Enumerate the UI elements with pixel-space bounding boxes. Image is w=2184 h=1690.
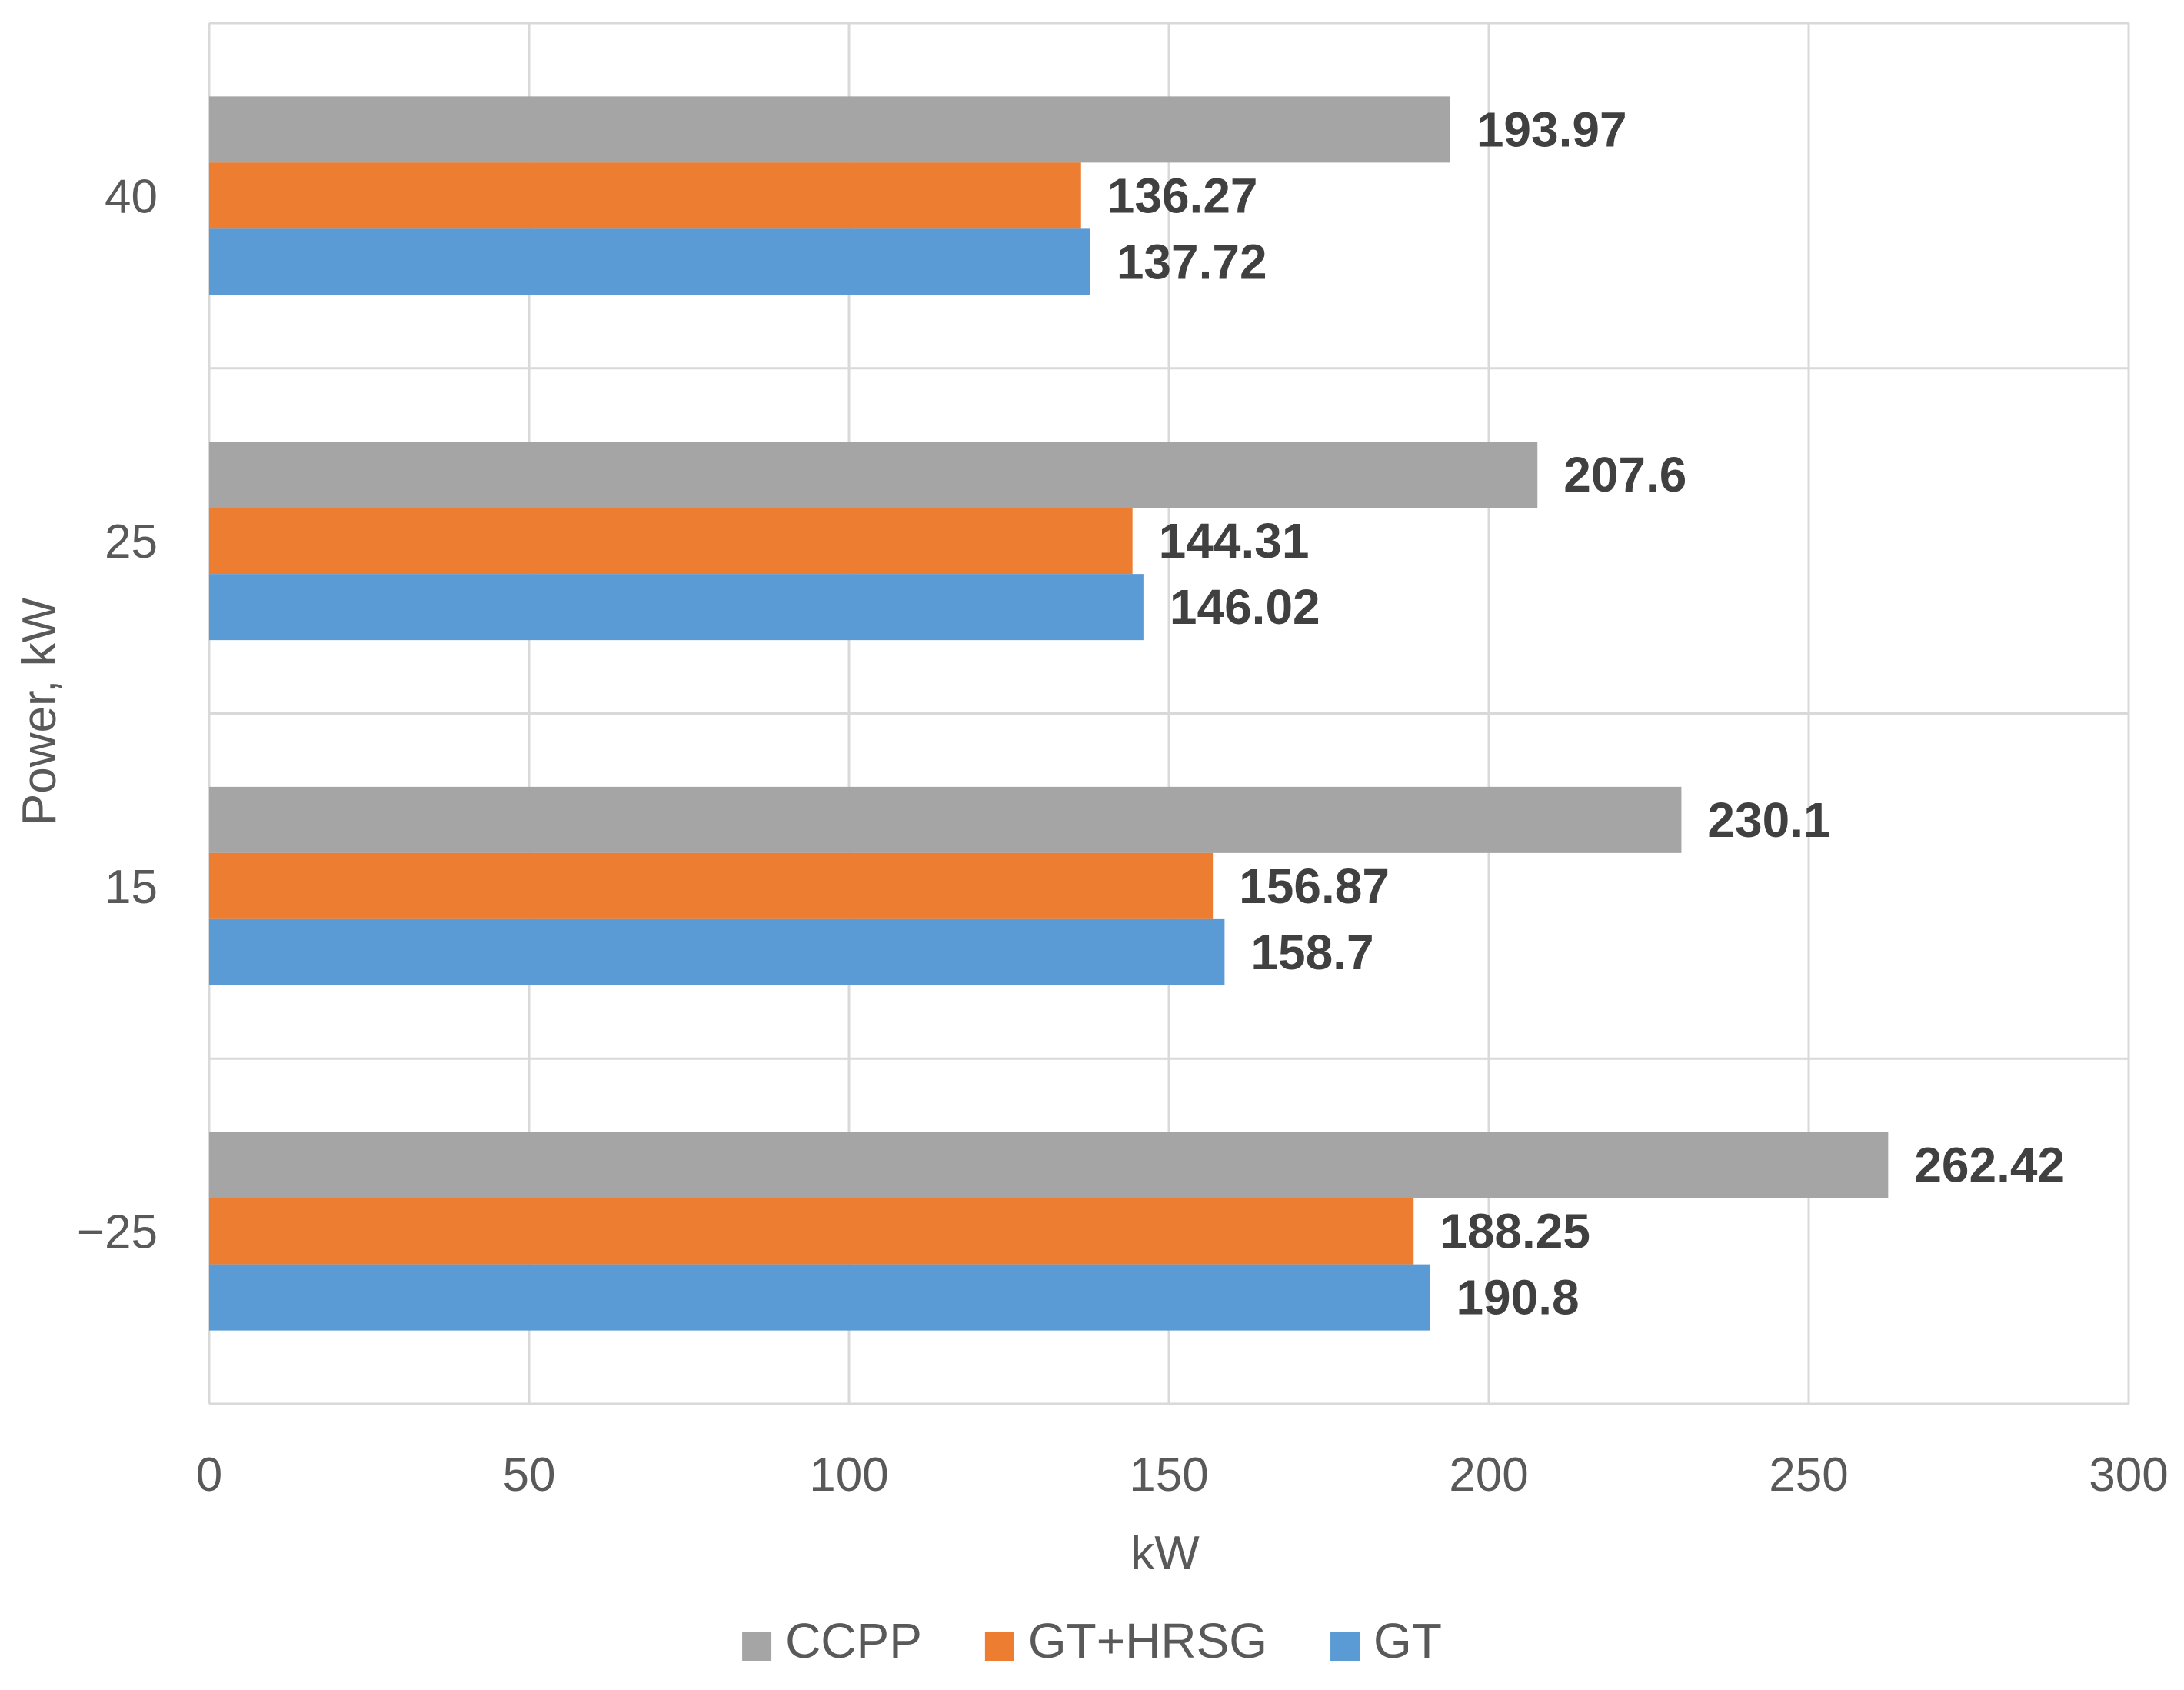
data-label: 230.1 (1707, 792, 1830, 848)
bar-gt-0 (209, 228, 1090, 295)
y-tick-label: −25 (77, 1206, 158, 1259)
bars: 193.97 136.27 137.72 207.6 144.31 146.02 230.1… (209, 96, 2065, 1331)
data-label: 190.8 (1456, 1270, 1579, 1325)
data-label: 137.72 (1117, 234, 1267, 289)
x-tick-label: 50 (503, 1448, 556, 1502)
data-label: 136.27 (1107, 168, 1258, 223)
x-tick-label: 250 (1769, 1448, 1848, 1502)
legend: CCPP GT+HRSG GT (742, 1613, 1442, 1668)
bar-gt-hrsg-1 (209, 508, 1133, 575)
legend-swatch-ccpp (742, 1632, 772, 1661)
y-tick-label: 15 (105, 861, 158, 914)
bar-ccpp-3 (209, 1132, 1889, 1198)
data-label: 158.7 (1250, 925, 1373, 980)
bar-gt-1 (209, 574, 1144, 641)
x-tick-label: 0 (196, 1448, 222, 1502)
data-label: 207.6 (1563, 447, 1686, 502)
x-tick-label: 100 (809, 1448, 888, 1502)
bar-gt-2 (209, 918, 1225, 985)
bar-gt-hrsg-2 (209, 852, 1214, 919)
legend-swatch-gt (1330, 1632, 1360, 1661)
x-tick-label: 150 (1129, 1448, 1208, 1502)
bar-gt-hrsg-0 (209, 162, 1081, 229)
legend-label: GT (1373, 1613, 1442, 1668)
y-axis-title: Power, kW (13, 597, 66, 825)
data-label: 156.87 (1239, 858, 1390, 914)
legend-label: GT+HRSG (1028, 1613, 1267, 1668)
y-axis-ticks: 40 25 15 −25 (77, 170, 158, 1258)
x-axis-ticks: 0 50 100 150 200 250 300 (196, 1448, 2169, 1502)
y-tick-label: 25 (105, 515, 158, 568)
bar-gt-3 (209, 1264, 1430, 1331)
x-axis-title: kW (1130, 1527, 1200, 1580)
bar-ccpp-0 (209, 96, 1450, 163)
bar-ccpp-1 (209, 442, 1538, 508)
y-tick-label: 40 (105, 170, 158, 223)
legend-label: CCPP (785, 1613, 922, 1668)
legend-swatch-gt-hrsg (984, 1632, 1014, 1661)
x-tick-label: 300 (2089, 1448, 2168, 1502)
x-tick-label: 200 (1449, 1448, 1528, 1502)
data-label: 146.02 (1170, 579, 1320, 635)
data-label: 188.25 (1440, 1204, 1590, 1259)
bar-ccpp-2 (209, 786, 1682, 853)
data-label: 193.97 (1477, 102, 1627, 157)
data-label: 262.42 (1914, 1138, 2065, 1193)
bar-gt-hrsg-3 (209, 1198, 1414, 1265)
data-label: 144.31 (1159, 513, 1310, 568)
